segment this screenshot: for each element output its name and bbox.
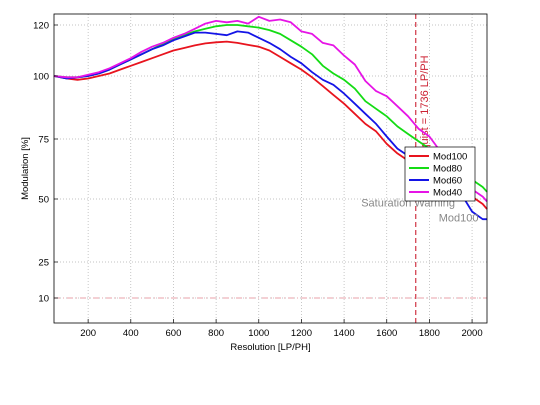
series-line-mod40 — [53, 15, 488, 203]
x-tick-label: 800 — [208, 328, 224, 339]
legend-label: Mod80 — [433, 164, 462, 175]
y-tick-label: 10 — [38, 294, 49, 305]
x-tick-label: 1200 — [291, 328, 312, 339]
annotation-text: Mod100 — [439, 213, 479, 225]
y-axis-label: Modulation [%] — [20, 137, 31, 200]
x-tick-label: 1000 — [248, 328, 269, 339]
plot-frame — [53, 13, 488, 324]
x-tick-label: 1800 — [419, 328, 440, 339]
y-tick-label: 50 — [38, 195, 49, 206]
x-tick-label: 1400 — [334, 328, 355, 339]
legend-label: Mod40 — [433, 188, 462, 199]
y-tick-label: 25 — [38, 258, 49, 269]
y-tick-label: 100 — [33, 72, 49, 83]
legend-label: Mod100 — [433, 152, 467, 163]
y-tick-label: 120 — [33, 21, 49, 32]
x-tick-label: 600 — [166, 328, 182, 339]
x-tick-label: 400 — [123, 328, 139, 339]
y-tick-label: 75 — [38, 135, 49, 146]
x-axis-label: Resolution [LP/PH] — [230, 342, 310, 353]
nyquist-label: Nyquist = 1736 LP/PH — [419, 55, 431, 164]
x-tick-label: 200 — [80, 328, 96, 339]
legend-label: Mod60 — [433, 176, 462, 187]
x-tick-label: 2000 — [461, 328, 482, 339]
axis-ticks: 200 400 600 800 1000 1200 1400 1600 1800 2000 10 25… — [33, 21, 482, 340]
x-tick-label: 1600 — [376, 328, 397, 339]
